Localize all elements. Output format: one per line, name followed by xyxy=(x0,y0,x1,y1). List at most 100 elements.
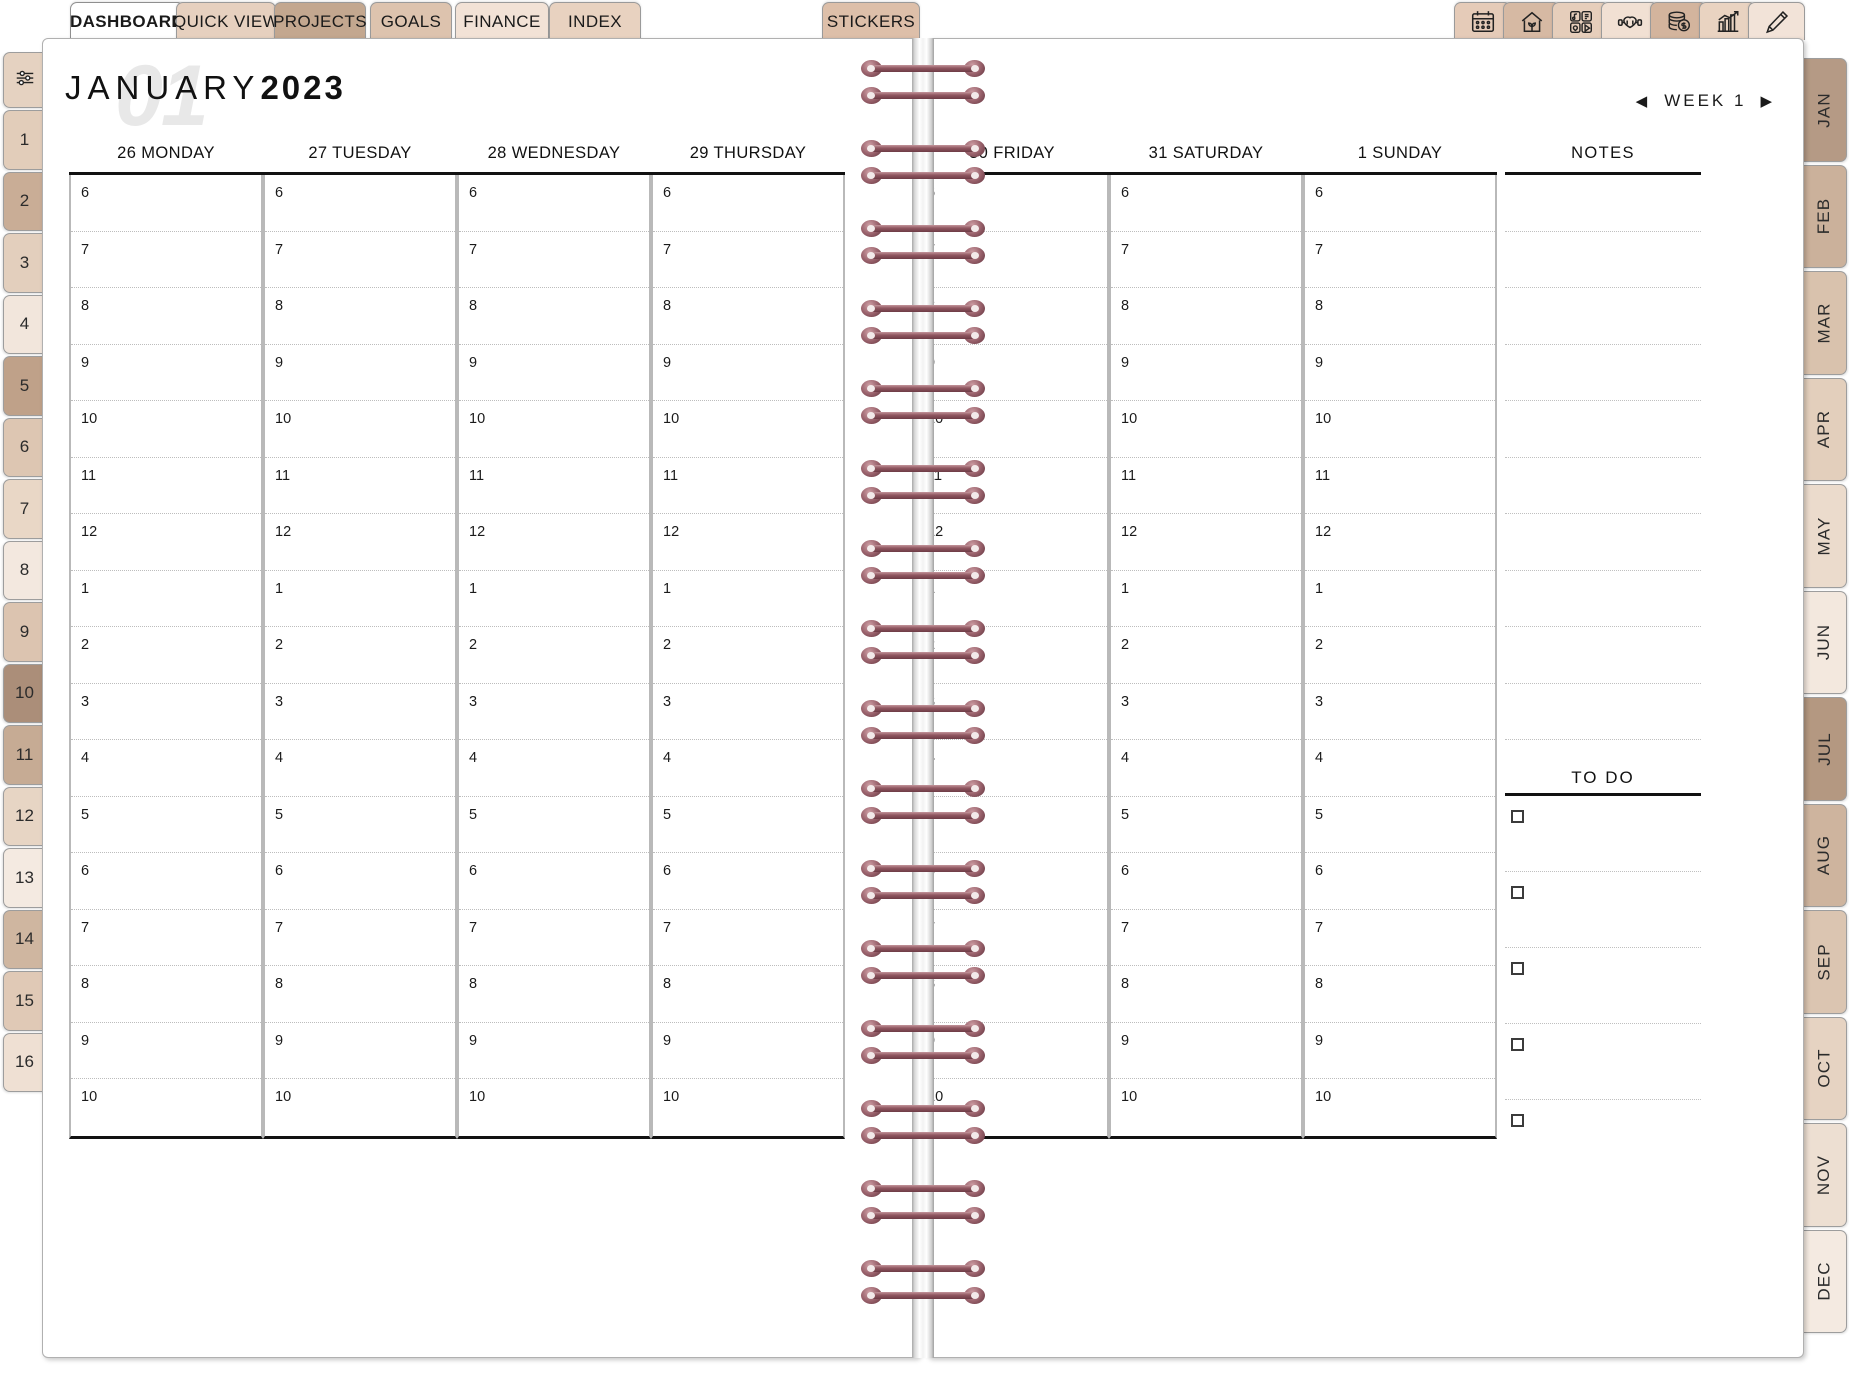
month-tab-dec[interactable]: DEC xyxy=(1803,1229,1847,1333)
hour-slot[interactable]: 10 xyxy=(1111,401,1301,458)
sidebar-page-2[interactable]: 2 xyxy=(3,171,45,231)
hour-slot[interactable]: 9 xyxy=(459,1023,649,1079)
sidebar-page-16[interactable]: 16 xyxy=(3,1032,45,1092)
hour-slot[interactable]: 7 xyxy=(1111,910,1301,966)
hour-slot[interactable]: 12 xyxy=(71,514,261,571)
money-tab[interactable] xyxy=(1650,2,1707,40)
hour-slot[interactable]: 11 xyxy=(71,458,261,514)
hour-slot[interactable]: 1 xyxy=(265,571,455,627)
note-line[interactable] xyxy=(1505,627,1701,684)
sidebar-page-15[interactable]: 15 xyxy=(3,971,45,1031)
hour-slot[interactable]: 1 xyxy=(653,571,843,627)
calendar-tab[interactable] xyxy=(1454,2,1511,40)
pencil-tab[interactable] xyxy=(1748,2,1805,40)
todo-checkbox[interactable] xyxy=(1511,1038,1524,1051)
chart-tab[interactable] xyxy=(1699,2,1756,40)
hour-slot[interactable]: 7 xyxy=(1111,232,1301,288)
month-tab-feb[interactable]: FEB xyxy=(1803,164,1847,268)
sidebar-page-10[interactable]: 10 xyxy=(3,663,45,723)
hour-slot[interactable]: 3 xyxy=(71,684,261,740)
month-tab-oct[interactable]: OCT xyxy=(1803,1016,1847,1120)
month-tab-apr[interactable]: APR xyxy=(1803,377,1847,481)
hour-slot[interactable]: 10 xyxy=(653,1079,843,1136)
hour-slot[interactable]: 12 xyxy=(1111,514,1301,571)
hour-slot[interactable]: 1 xyxy=(71,571,261,627)
hour-slot[interactable]: 9 xyxy=(1111,1023,1301,1079)
note-line[interactable] xyxy=(1505,514,1701,571)
hour-slot[interactable]: 6 xyxy=(265,853,455,910)
hour-slot[interactable]: 10 xyxy=(1305,401,1495,458)
todo-checkbox[interactable] xyxy=(1511,1114,1524,1127)
hour-slot[interactable]: 9 xyxy=(71,1023,261,1079)
hour-slot[interactable]: 8 xyxy=(1305,288,1495,345)
hour-slot[interactable]: 5 xyxy=(1111,797,1301,853)
hour-slot[interactable]: 7 xyxy=(653,232,843,288)
sidebar-page-11[interactable]: 11 xyxy=(3,725,45,785)
hour-slot[interactable]: 12 xyxy=(459,514,649,571)
sidebar-page-3[interactable]: 3 xyxy=(3,233,45,293)
hour-slot[interactable]: 8 xyxy=(265,288,455,345)
hour-slot[interactable]: 2 xyxy=(71,627,261,684)
hour-slot[interactable]: 1 xyxy=(1111,571,1301,627)
hour-slot[interactable]: 9 xyxy=(265,1023,455,1079)
hour-slot[interactable]: 6 xyxy=(459,853,649,910)
tab-dashboard[interactable]: DASHBOARD xyxy=(70,2,184,40)
sidebar-page-13[interactable]: 13 xyxy=(3,848,45,908)
hour-slot[interactable]: 7 xyxy=(459,910,649,966)
hour-slot[interactable]: 11 xyxy=(265,458,455,514)
hour-slot[interactable]: 6 xyxy=(71,853,261,910)
hour-slot[interactable]: 9 xyxy=(653,345,843,401)
hour-slot[interactable]: 2 xyxy=(1111,627,1301,684)
hour-slot[interactable]: 9 xyxy=(653,1023,843,1079)
hour-slot[interactable]: 3 xyxy=(1305,684,1495,740)
hour-slot[interactable]: 9 xyxy=(1305,1023,1495,1079)
month-tab-jan[interactable]: JAN xyxy=(1803,58,1847,162)
sidebar-settings-button[interactable] xyxy=(3,52,45,108)
hour-slot[interactable]: 11 xyxy=(459,458,649,514)
hour-slot[interactable]: 8 xyxy=(71,966,261,1023)
sidebar-page-5[interactable]: 5 xyxy=(3,356,45,416)
note-line[interactable] xyxy=(1505,684,1701,740)
hour-slot[interactable]: 6 xyxy=(459,175,649,232)
month-tab-may[interactable]: MAY xyxy=(1803,484,1847,588)
hour-slot[interactable]: 8 xyxy=(1305,966,1495,1023)
sidebar-page-1[interactable]: 1 xyxy=(3,110,45,170)
hour-slot[interactable]: 7 xyxy=(459,232,649,288)
todo-item[interactable] xyxy=(1505,1024,1701,1100)
hour-slot[interactable]: 8 xyxy=(265,966,455,1023)
next-week-arrow[interactable]: ▶ xyxy=(1760,93,1775,110)
hour-slot[interactable]: 5 xyxy=(459,797,649,853)
hour-slot[interactable]: 9 xyxy=(265,345,455,401)
hour-slot[interactable]: 10 xyxy=(653,401,843,458)
hour-slot[interactable]: 7 xyxy=(71,910,261,966)
notes-lines[interactable] xyxy=(1505,175,1701,740)
hour-slot[interactable]: 4 xyxy=(71,740,261,797)
hour-slot[interactable]: 12 xyxy=(265,514,455,571)
hour-slot[interactable]: 7 xyxy=(1305,910,1495,966)
hour-slot[interactable]: 2 xyxy=(1305,627,1495,684)
house-tab[interactable] xyxy=(1503,2,1560,40)
note-line[interactable] xyxy=(1505,345,1701,401)
tab-index[interactable]: INDEX xyxy=(549,2,641,40)
note-line[interactable] xyxy=(1505,571,1701,627)
month-tab-aug[interactable]: AUG xyxy=(1803,803,1847,907)
todo-checkbox[interactable] xyxy=(1511,962,1524,975)
hour-slot[interactable]: 5 xyxy=(71,797,261,853)
hour-slot[interactable]: 7 xyxy=(653,910,843,966)
sidebar-page-8[interactable]: 8 xyxy=(3,540,45,600)
hour-slot[interactable]: 9 xyxy=(1111,345,1301,401)
sidebar-page-6[interactable]: 6 xyxy=(3,417,45,477)
sidebar-page-7[interactable]: 7 xyxy=(3,479,45,539)
todo-item[interactable] xyxy=(1505,796,1701,872)
hour-slot[interactable]: 11 xyxy=(1111,458,1301,514)
hour-slot[interactable]: 6 xyxy=(1111,175,1301,232)
hour-slot[interactable]: 11 xyxy=(653,458,843,514)
hour-slot[interactable]: 6 xyxy=(1305,853,1495,910)
note-line[interactable] xyxy=(1505,458,1701,514)
hour-slot[interactable]: 10 xyxy=(459,401,649,458)
todo-checkbox[interactable] xyxy=(1511,886,1524,899)
hour-slot[interactable]: 2 xyxy=(459,627,649,684)
hour-slot[interactable]: 6 xyxy=(265,175,455,232)
hour-slot[interactable]: 8 xyxy=(1111,288,1301,345)
tab-quick-view[interactable]: QUICK VIEW xyxy=(173,2,279,40)
